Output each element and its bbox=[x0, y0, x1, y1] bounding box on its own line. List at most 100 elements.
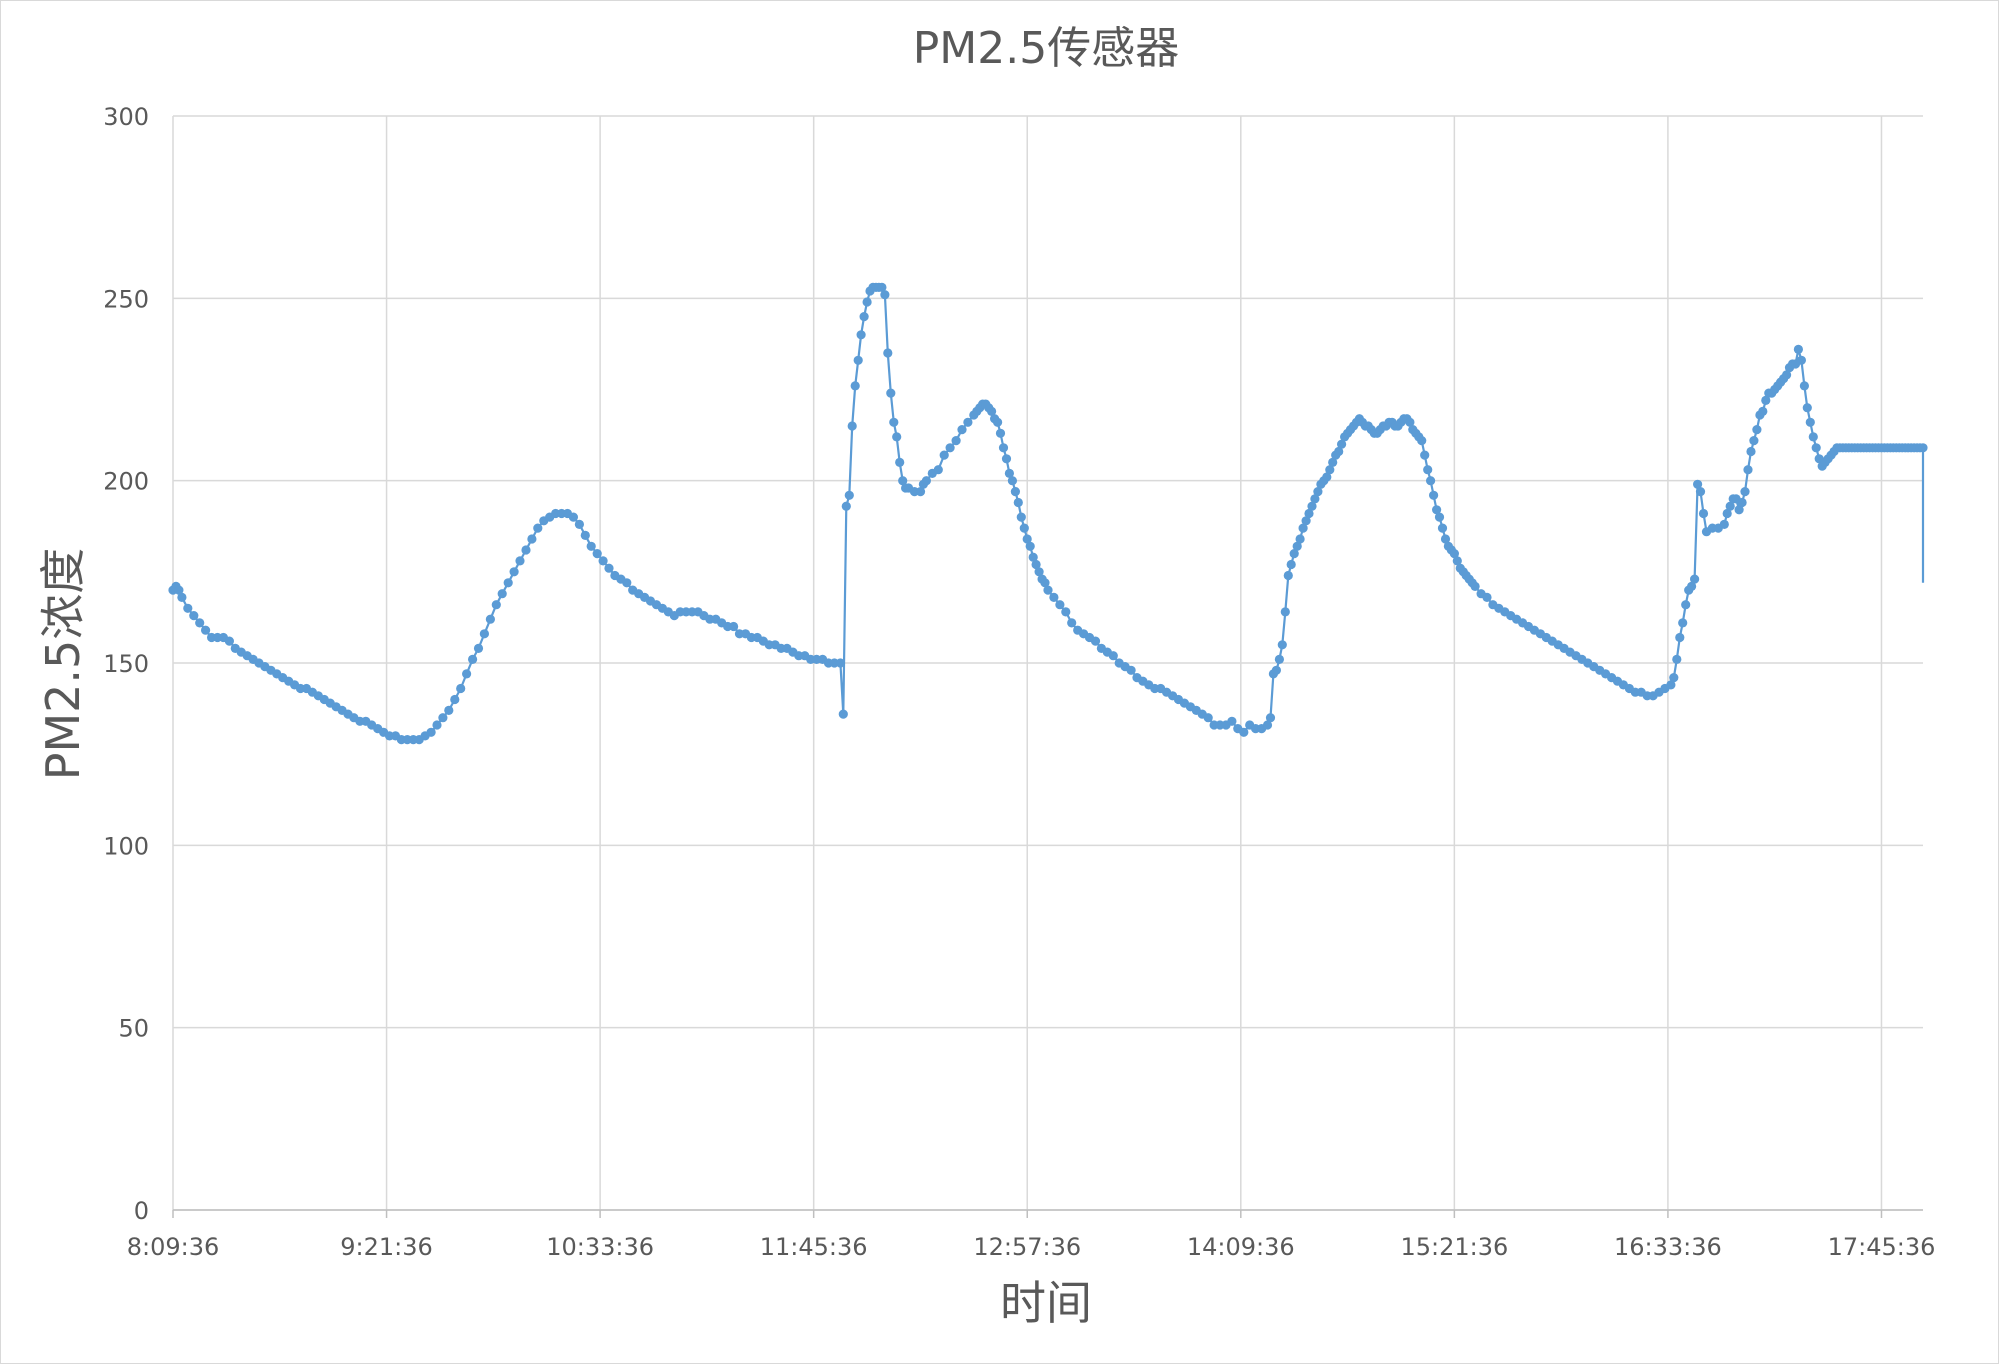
data-point bbox=[1262, 720, 1273, 730]
data-point bbox=[1698, 508, 1709, 519]
data-point bbox=[1337, 439, 1347, 449]
x-tick-label: 11:45:36 bbox=[760, 1233, 868, 1261]
data-point bbox=[515, 556, 525, 566]
data-point bbox=[1028, 552, 1038, 562]
data-point bbox=[1793, 344, 1803, 354]
data-point bbox=[880, 290, 890, 300]
axis-layer: 0 50 100 150 200 250 300 8:09:36 9:21:36 10:33:36… bbox=[103, 103, 1935, 1261]
data-point bbox=[1307, 501, 1317, 511]
data-point bbox=[886, 388, 896, 398]
data-point bbox=[1666, 680, 1676, 690]
data-point bbox=[174, 585, 184, 595]
data-point bbox=[1690, 574, 1700, 584]
data-point bbox=[1265, 713, 1276, 723]
data-point bbox=[993, 417, 1003, 427]
data-point bbox=[1740, 487, 1750, 497]
data-point bbox=[1678, 618, 1688, 628]
series-layer bbox=[168, 282, 1928, 745]
data-point bbox=[895, 457, 905, 467]
y-tick-label: 200 bbox=[103, 468, 149, 496]
data-point bbox=[1010, 487, 1021, 497]
data-point bbox=[859, 312, 869, 322]
data-point bbox=[426, 727, 436, 737]
data-point bbox=[1295, 534, 1305, 544]
x-axis-title: 时间 bbox=[1000, 1276, 1092, 1330]
data-point bbox=[1203, 713, 1213, 723]
data-point bbox=[1681, 600, 1691, 610]
data-point bbox=[598, 556, 608, 566]
data-point bbox=[1432, 505, 1442, 515]
data-point bbox=[1108, 651, 1118, 661]
y-tick-label: 250 bbox=[103, 285, 149, 313]
data-point bbox=[1417, 436, 1427, 446]
data-point bbox=[527, 534, 537, 544]
x-tick-label: 17:45:36 bbox=[1828, 1233, 1936, 1261]
data-point bbox=[1310, 494, 1320, 504]
data-point bbox=[1049, 592, 1059, 603]
data-point bbox=[729, 621, 739, 632]
data-point bbox=[1304, 508, 1314, 519]
data-point bbox=[1289, 549, 1299, 559]
data-point bbox=[853, 355, 863, 365]
data-point bbox=[509, 567, 519, 577]
y-tick-label: 100 bbox=[103, 832, 149, 860]
data-point bbox=[224, 636, 234, 646]
data-point bbox=[1239, 727, 1249, 737]
data-point bbox=[856, 330, 866, 340]
data-point bbox=[1749, 436, 1759, 446]
data-point bbox=[622, 578, 632, 588]
y-tick-label: 50 bbox=[118, 1015, 149, 1043]
data-point bbox=[1761, 395, 1771, 405]
data-point bbox=[862, 297, 872, 307]
data-point bbox=[438, 713, 448, 723]
data-point bbox=[1280, 607, 1290, 617]
y-tick-label: 300 bbox=[103, 103, 149, 131]
y-tick-label: 150 bbox=[103, 650, 149, 678]
data-point bbox=[1799, 381, 1809, 391]
data-point bbox=[503, 578, 513, 588]
data-point bbox=[189, 611, 199, 621]
x-tick-label: 14:09:36 bbox=[1187, 1233, 1295, 1261]
y-tick-label: 0 bbox=[134, 1197, 149, 1225]
data-point bbox=[497, 589, 507, 599]
data-point bbox=[1301, 516, 1311, 526]
data-point bbox=[1734, 505, 1744, 515]
data-point bbox=[1695, 487, 1706, 497]
data-point bbox=[1482, 592, 1492, 603]
data-point bbox=[1743, 465, 1753, 475]
data-point bbox=[844, 490, 854, 500]
data-point bbox=[1672, 654, 1682, 665]
data-point bbox=[473, 643, 484, 654]
data-point bbox=[183, 603, 193, 613]
data-point bbox=[462, 669, 472, 679]
data-point bbox=[1090, 636, 1101, 646]
data-point bbox=[1669, 673, 1679, 683]
data-point bbox=[1277, 640, 1287, 650]
data-point bbox=[1067, 618, 1077, 628]
data-point bbox=[1286, 559, 1296, 570]
data-point bbox=[574, 519, 585, 530]
data-point bbox=[838, 709, 848, 719]
data-point bbox=[933, 465, 943, 475]
data-point bbox=[1918, 443, 1928, 453]
data-point bbox=[835, 658, 846, 668]
data-point bbox=[957, 425, 967, 435]
data-point bbox=[468, 654, 478, 665]
data-point bbox=[604, 563, 614, 573]
data-point bbox=[1437, 523, 1448, 533]
data-point bbox=[892, 432, 902, 442]
data-point bbox=[883, 348, 893, 358]
data-point bbox=[1016, 512, 1026, 522]
data-point bbox=[1022, 534, 1032, 544]
data-point bbox=[1043, 585, 1053, 595]
data-point bbox=[915, 487, 926, 497]
data-point bbox=[1227, 716, 1237, 726]
data-point bbox=[1274, 654, 1284, 665]
data-point bbox=[177, 592, 187, 603]
data-point bbox=[1004, 468, 1015, 478]
x-tick-label: 9:21:36 bbox=[340, 1233, 433, 1261]
data-point bbox=[201, 625, 211, 635]
data-point bbox=[1001, 454, 1012, 464]
series-line bbox=[172, 286, 1923, 741]
